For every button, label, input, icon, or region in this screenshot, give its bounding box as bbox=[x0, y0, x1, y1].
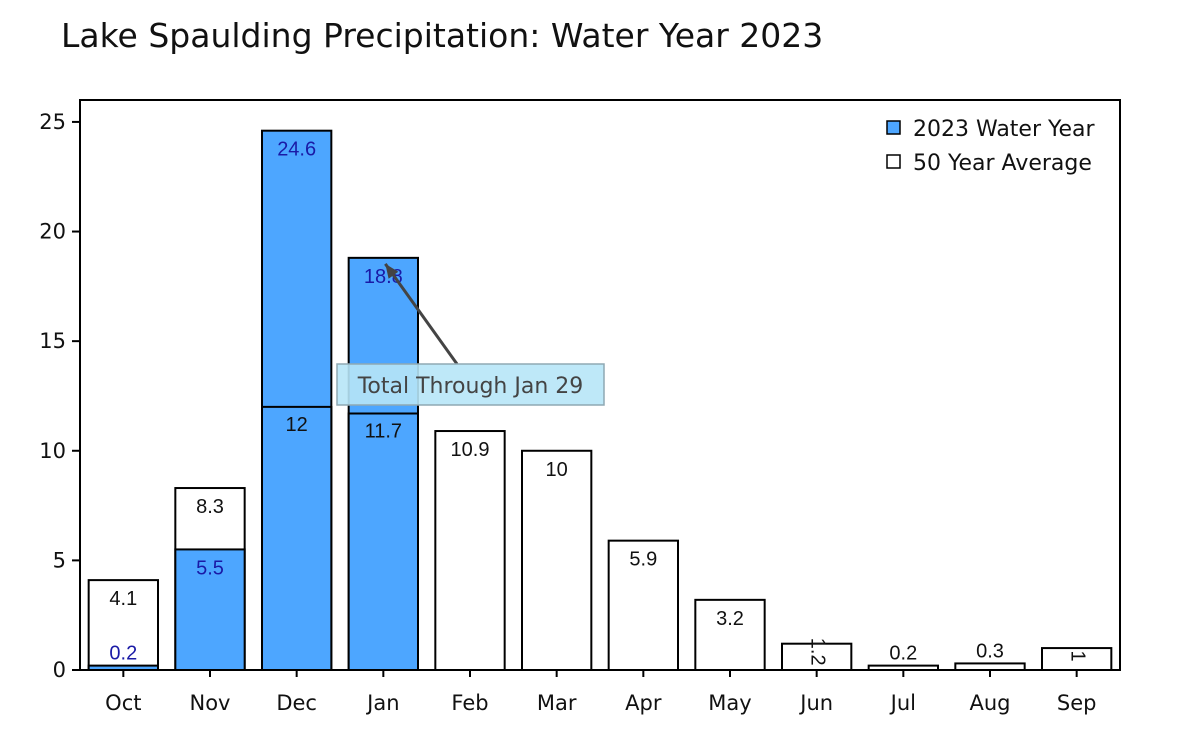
avg-label-nov: 8.3 bbox=[196, 496, 224, 518]
x-tick-label-sep: Sep bbox=[1057, 691, 1097, 715]
avg-label-oct: 4.1 bbox=[109, 588, 137, 610]
wy-bar-jan bbox=[347, 256, 419, 671]
legend-label-1: 50 Year Average bbox=[913, 151, 1092, 176]
x-tick-label-mar: Mar bbox=[537, 691, 577, 715]
legend-swatch-1 bbox=[886, 154, 901, 169]
annotation-arrow bbox=[384, 262, 459, 365]
x-tick-label-oct: Oct bbox=[105, 691, 141, 715]
avg-bar-feb bbox=[434, 430, 506, 671]
avg-label-jan: 11.7 bbox=[365, 421, 402, 443]
chart-title: Lake Spaulding Precipitation: Water Year… bbox=[61, 16, 824, 55]
x-tick-label-dec: Dec bbox=[276, 691, 317, 715]
avg-label-feb: 10.9 bbox=[451, 439, 490, 461]
avg-bar-may bbox=[694, 598, 766, 671]
y-tick-label-20: 20 bbox=[39, 220, 66, 244]
y-tick-label-25: 25 bbox=[39, 110, 66, 134]
avg-label-may: 3.2 bbox=[716, 608, 744, 630]
x-tick-label-aug: Aug bbox=[969, 691, 1010, 715]
avg-label-dec: 12 bbox=[286, 414, 308, 436]
x-tick-label-jan: Jan bbox=[365, 691, 399, 715]
wy-bar-dec bbox=[261, 129, 333, 671]
y-tick-label-0: 0 bbox=[53, 658, 66, 682]
x-tick-label-apr: Apr bbox=[625, 691, 662, 715]
x-tick-label-jul: Jul bbox=[889, 691, 916, 715]
annotation-text: Total Through Jan 29 bbox=[357, 374, 584, 399]
y-tick-label-5: 5 bbox=[53, 548, 66, 572]
plot-frame bbox=[79, 99, 1121, 671]
wy-label-oct: 0.2 bbox=[109, 643, 137, 665]
wy-label-dec: 24.6 bbox=[277, 139, 316, 161]
legend: 2023 Water Year 50 Year Average bbox=[886, 117, 1096, 176]
avg-label-sep: 1 bbox=[1067, 651, 1089, 662]
x-tick-label-may: May bbox=[708, 691, 751, 715]
x-tick-label-jun: Jun bbox=[798, 691, 833, 715]
x-tick-label-feb: Feb bbox=[451, 691, 488, 715]
annotation: Total Through Jan 29 bbox=[336, 262, 605, 406]
legend-swatch-0 bbox=[886, 120, 901, 135]
axes: 0 5 10 15 20 25 Oct Nov Dec Jan Feb Mar Apr May Jun Jul… bbox=[39, 110, 1096, 715]
x-tick-label-nov: Nov bbox=[190, 691, 231, 715]
wy-label-jan: 18.8 bbox=[364, 266, 403, 288]
avg-label-jul: 0.2 bbox=[889, 643, 917, 665]
avg-label-apr: 5.9 bbox=[629, 549, 657, 571]
avg-label-mar: 10 bbox=[546, 459, 568, 481]
avg-label-jun: 1.2 bbox=[807, 638, 829, 666]
avg-bar-mar bbox=[521, 449, 593, 671]
annotation-box bbox=[336, 363, 605, 406]
y-tick-label-10: 10 bbox=[39, 439, 66, 463]
y-tick-label-15: 15 bbox=[39, 329, 66, 353]
legend-label-0: 2023 Water Year bbox=[913, 117, 1096, 142]
plot-area: 4.1 8.3 12 11.7 10.9 10 5.9 3.2 1.2 0.2 0.3 1 0.2 5.5… bbox=[87, 129, 1113, 672]
avg-bar-oct bbox=[87, 579, 159, 671]
wy-label-nov: 5.5 bbox=[196, 557, 224, 579]
annotation-arrowhead bbox=[385, 263, 399, 279]
wy-bar-nov bbox=[174, 548, 246, 672]
avg-label-aug: 0.3 bbox=[976, 640, 1004, 662]
avg-bar-apr bbox=[607, 539, 680, 672]
avg-bar-jun bbox=[781, 642, 853, 672]
